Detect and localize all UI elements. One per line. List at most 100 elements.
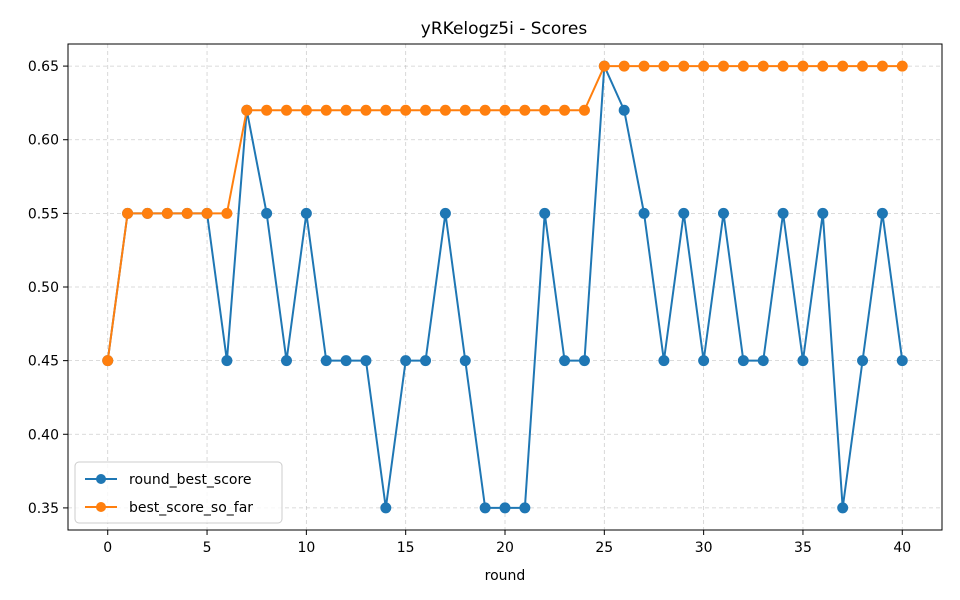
- data-point-round_best_score: [380, 502, 392, 514]
- data-point-round_best_score: [757, 355, 769, 367]
- data-point-round_best_score: [578, 355, 590, 367]
- data-point-round_best_score: [618, 104, 630, 116]
- data-point-best_score_so_far: [876, 60, 888, 72]
- x-tick-label: 30: [695, 540, 713, 556]
- data-point-round_best_score: [817, 207, 829, 219]
- legend-marker-round_best_score: [96, 474, 106, 484]
- data-point-best_score_so_far: [817, 60, 829, 72]
- y-tick-label: 0.60: [28, 133, 59, 149]
- data-point-round_best_score: [737, 355, 749, 367]
- data-point-best_score_so_far: [559, 104, 571, 116]
- y-tick-label: 0.40: [28, 427, 59, 443]
- data-point-best_score_so_far: [539, 104, 551, 116]
- data-point-best_score_so_far: [141, 207, 153, 219]
- data-point-round_best_score: [400, 355, 412, 367]
- data-point-best_score_so_far: [181, 207, 193, 219]
- x-tick-label: 10: [297, 540, 315, 556]
- data-point-round_best_score: [658, 355, 670, 367]
- data-point-round_best_score: [439, 207, 451, 219]
- data-point-best_score_so_far: [400, 104, 412, 116]
- data-point-round_best_score: [281, 355, 292, 367]
- legend-box: [74, 461, 283, 524]
- data-point-best_score_so_far: [122, 207, 134, 219]
- data-point-best_score_so_far: [598, 60, 610, 72]
- data-point-best_score_so_far: [737, 60, 749, 72]
- data-point-best_score_so_far: [261, 104, 273, 116]
- series-layer: [102, 60, 908, 514]
- data-point-best_score_so_far: [499, 104, 511, 116]
- data-point-round_best_score: [300, 207, 312, 219]
- data-point-best_score_so_far: [459, 104, 471, 116]
- x-tick-label: 20: [496, 540, 514, 556]
- data-point-best_score_so_far: [300, 104, 312, 116]
- data-point-best_score_so_far: [837, 60, 849, 72]
- data-point-round_best_score: [499, 502, 511, 514]
- data-point-best_score_so_far: [896, 60, 908, 72]
- data-point-round_best_score: [340, 355, 352, 367]
- data-point-best_score_so_far: [102, 355, 114, 367]
- data-point-best_score_so_far: [320, 104, 332, 116]
- data-point-best_score_so_far: [161, 207, 173, 219]
- data-point-round_best_score: [479, 502, 491, 514]
- data-point-best_score_so_far: [479, 104, 491, 116]
- data-point-round_best_score: [797, 355, 809, 367]
- data-point-round_best_score: [837, 502, 849, 514]
- legend-marker-best_score_so_far: [96, 502, 106, 512]
- series-best_score_so_far: [102, 60, 908, 367]
- data-point-round_best_score: [857, 355, 869, 367]
- data-point-best_score_so_far: [698, 60, 710, 72]
- x-tick-label: 5: [203, 540, 212, 556]
- data-point-best_score_so_far: [618, 60, 630, 72]
- legend: round_best_score best_score_so_far: [74, 461, 283, 524]
- data-point-round_best_score: [459, 355, 471, 367]
- data-point-round_best_score: [876, 207, 888, 219]
- y-tick-label: 0.65: [28, 59, 59, 75]
- data-point-best_score_so_far: [519, 104, 531, 116]
- x-tick-label: 15: [397, 540, 415, 556]
- data-point-best_score_so_far: [638, 60, 650, 72]
- data-point-round_best_score: [519, 502, 531, 514]
- legend-label-best_score_so_far: best_score_so_far: [129, 500, 253, 516]
- data-point-best_score_so_far: [857, 60, 869, 72]
- data-point-round_best_score: [420, 355, 432, 367]
- x-tick-label: 25: [595, 540, 613, 556]
- data-point-best_score_so_far: [678, 60, 690, 72]
- data-point-round_best_score: [777, 207, 789, 219]
- data-point-best_score_so_far: [718, 60, 729, 72]
- data-point-round_best_score: [221, 355, 233, 367]
- data-point-best_score_so_far: [439, 104, 451, 116]
- data-point-best_score_so_far: [241, 104, 253, 116]
- data-point-best_score_so_far: [380, 104, 392, 116]
- data-point-round_best_score: [896, 355, 908, 367]
- data-point-round_best_score: [320, 355, 332, 367]
- data-point-round_best_score: [698, 355, 710, 367]
- data-point-round_best_score: [638, 207, 650, 219]
- data-point-best_score_so_far: [201, 207, 213, 219]
- y-tick-label: 0.45: [28, 354, 59, 370]
- y-tick-label: 0.35: [28, 501, 59, 517]
- data-point-best_score_so_far: [757, 60, 769, 72]
- data-point-best_score_so_far: [221, 207, 233, 219]
- y-tick-label: 0.55: [28, 206, 59, 222]
- data-point-round_best_score: [559, 355, 571, 367]
- data-point-best_score_so_far: [281, 104, 292, 116]
- data-point-round_best_score: [261, 207, 273, 219]
- data-point-best_score_so_far: [360, 104, 372, 116]
- data-point-best_score_so_far: [420, 104, 432, 116]
- x-axis-label: round: [485, 568, 526, 584]
- data-point-best_score_so_far: [777, 60, 789, 72]
- data-point-best_score_so_far: [340, 104, 352, 116]
- axes: 0 5 10 15 20 25 30 35 40 0.35 0.40 0.45 0.50 0.55 0.60…: [28, 59, 911, 556]
- data-point-round_best_score: [539, 207, 551, 219]
- x-tick-label: 0: [103, 540, 112, 556]
- legend-label-round_best_score: round_best_score: [129, 472, 252, 488]
- chart-title: yRKelogz5i - Scores: [421, 19, 588, 39]
- data-point-round_best_score: [678, 207, 690, 219]
- data-point-best_score_so_far: [578, 104, 590, 116]
- data-point-best_score_so_far: [658, 60, 670, 72]
- y-tick-label: 0.50: [28, 280, 59, 296]
- data-point-best_score_so_far: [797, 60, 809, 72]
- x-tick-label: 40: [893, 540, 911, 556]
- data-point-round_best_score: [360, 355, 372, 367]
